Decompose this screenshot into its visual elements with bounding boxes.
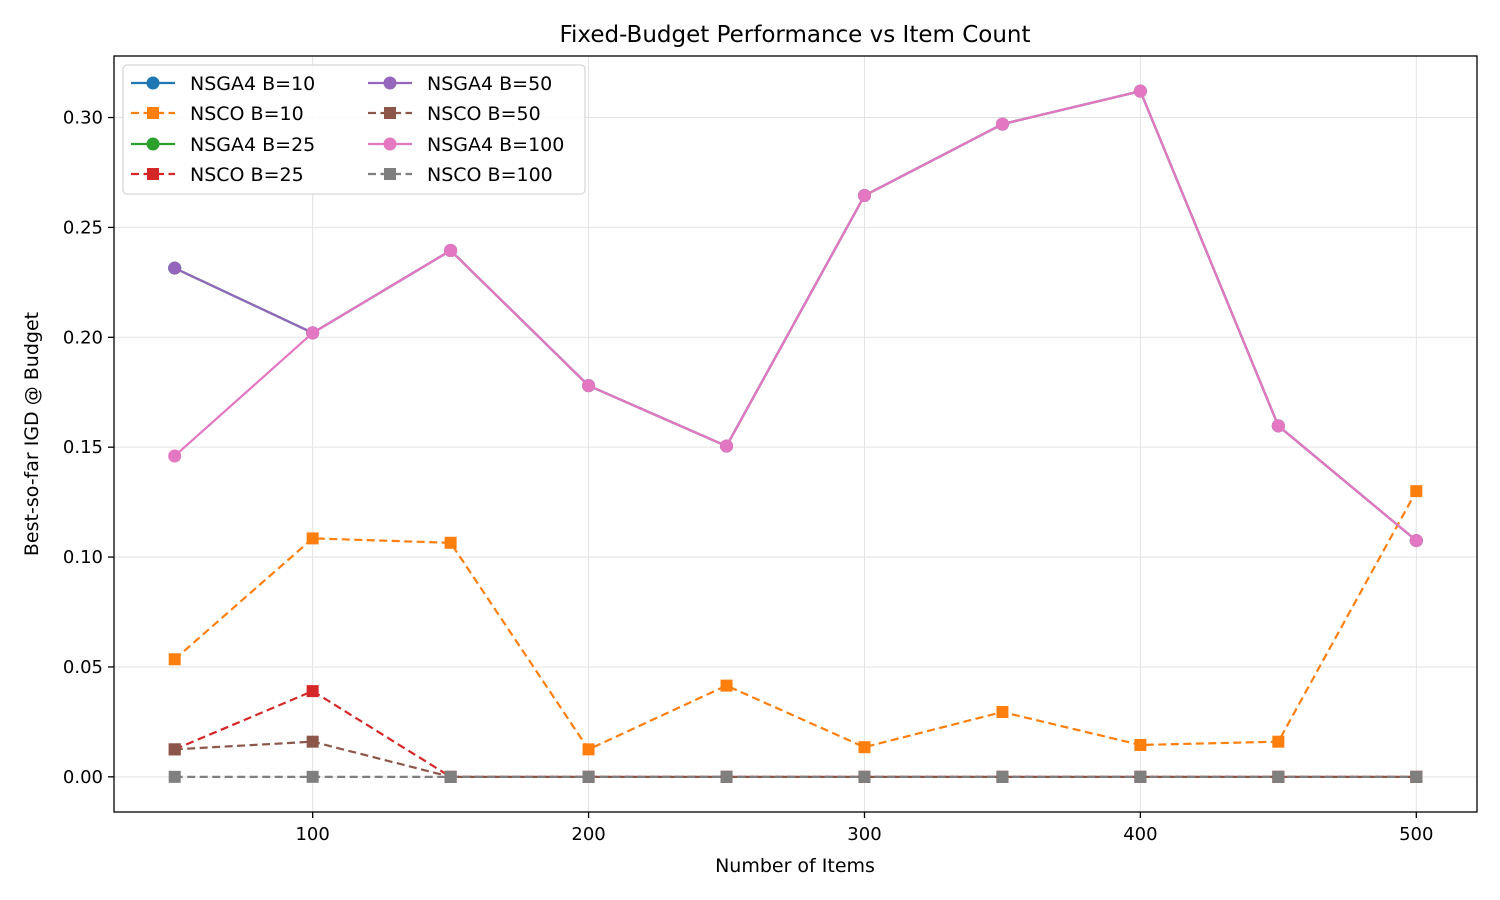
data-point: [306, 326, 320, 340]
legend-label: NSGA4 B=25: [190, 134, 315, 156]
legend-marker: [146, 76, 160, 90]
legend: NSGA4 B=10 NSCO B=10 NSGA4 B=25 NSCO B=25 NS…: [122, 64, 586, 195]
legend-label: NSGA4 B=100: [427, 134, 564, 156]
series-nsga4-b-100: [168, 84, 1423, 548]
series-line-nsco-b-50: [174, 740, 1417, 778]
legend-label: NSGA4 B=10: [190, 73, 315, 95]
legend-label: NSCO B=100: [427, 164, 553, 186]
series-nsco-b-25: [168, 685, 1423, 783]
data-point: [306, 735, 319, 748]
x-axis: 100 200 300 400 500: [295, 812, 1433, 845]
data-point: [1133, 84, 1147, 98]
legend-item-nsga4-b-10: NSGA4 B=10: [131, 73, 315, 95]
data-point: [582, 379, 596, 393]
data-point: [857, 189, 871, 203]
series-line-nsco-b-25: [174, 690, 1417, 778]
data-point: [168, 653, 181, 666]
y-axis: 0.00 0.05 0.10 0.15 0.20 0.25 0.30: [63, 108, 114, 788]
data-point: [168, 449, 182, 463]
data-point: [444, 243, 458, 257]
data-point: [168, 743, 181, 756]
x-tick-label: 500: [1399, 824, 1433, 845]
y-axis-label: Best-so-far IGD @ Budget: [21, 312, 43, 556]
legend-item-nsco-b-50: NSCO B=50: [368, 103, 541, 125]
data-point: [858, 770, 871, 783]
data-point: [582, 770, 595, 783]
data-point: [720, 679, 733, 692]
legend-box: [122, 64, 586, 195]
data-point: [582, 743, 595, 756]
legend-marker: [146, 137, 160, 151]
data-point: [168, 770, 181, 783]
legend-label: NSCO B=50: [427, 103, 541, 125]
series-line-nsga4-b-100: [173, 90, 1418, 542]
legend-item-nsga4-b-50: NSGA4 B=50: [368, 73, 552, 95]
series-nsco-b-100: [168, 770, 1423, 783]
data-point: [306, 532, 319, 545]
y-tick-label: 0.30: [63, 108, 103, 129]
legend-marker: [383, 137, 397, 151]
data-point: [1409, 534, 1423, 548]
data-point: [995, 117, 1009, 131]
legend-marker: [383, 76, 397, 90]
x-tick-label: 200: [571, 824, 605, 845]
legend-label: NSGA4 B=50: [427, 73, 552, 95]
data-point: [858, 741, 871, 754]
data-point: [1410, 485, 1423, 498]
x-tick-label: 400: [1123, 824, 1157, 845]
data-point: [306, 685, 319, 698]
data-point: [1134, 770, 1147, 783]
legend-item-nsco-b-100: NSCO B=100: [368, 164, 553, 186]
legend-marker: [147, 168, 159, 180]
data-point: [444, 536, 457, 549]
data-point: [996, 706, 1009, 719]
data-point: [168, 261, 182, 275]
data-point: [444, 770, 457, 783]
y-tick-label: 0.00: [63, 767, 103, 788]
legend-item-nsco-b-10: NSCO B=10: [131, 103, 304, 125]
plot-frame: [113, 55, 1478, 813]
series-line-nsco-b-10: [173, 490, 1418, 751]
series-nsco-b-10: [168, 485, 1423, 756]
legend-item-nsga4-b-100: NSGA4 B=100: [368, 134, 564, 156]
data-point: [1272, 770, 1285, 783]
legend-marker: [147, 107, 159, 119]
x-tick-label: 100: [295, 824, 329, 845]
legend-item-nsga4-b-25: NSGA4 B=25: [131, 134, 315, 156]
data-point: [720, 439, 734, 453]
y-tick-label: 0.15: [63, 437, 103, 458]
y-tick-label: 0.05: [63, 657, 103, 678]
data-point: [1271, 419, 1285, 433]
data-point: [306, 770, 319, 783]
x-tick-label: 300: [847, 824, 881, 845]
y-tick-label: 0.20: [63, 327, 103, 348]
data-point: [996, 770, 1009, 783]
chart-title: Fixed-Budget Performance vs Item Count: [559, 22, 1030, 48]
x-axis-label: Number of Items: [715, 855, 875, 877]
legend-marker: [384, 107, 396, 119]
y-tick-label: 0.10: [63, 547, 103, 568]
legend-marker: [384, 168, 396, 180]
data-point: [1134, 738, 1147, 751]
plot-area: [168, 84, 1423, 783]
legend-label: NSCO B=25: [190, 164, 304, 186]
data-point: [1410, 770, 1423, 783]
y-tick-label: 0.25: [63, 217, 103, 238]
legend-item-nsco-b-25: NSCO B=25: [131, 164, 304, 186]
data-point: [1272, 735, 1285, 748]
legend-label: NSCO B=10: [190, 103, 304, 125]
data-point: [720, 770, 733, 783]
